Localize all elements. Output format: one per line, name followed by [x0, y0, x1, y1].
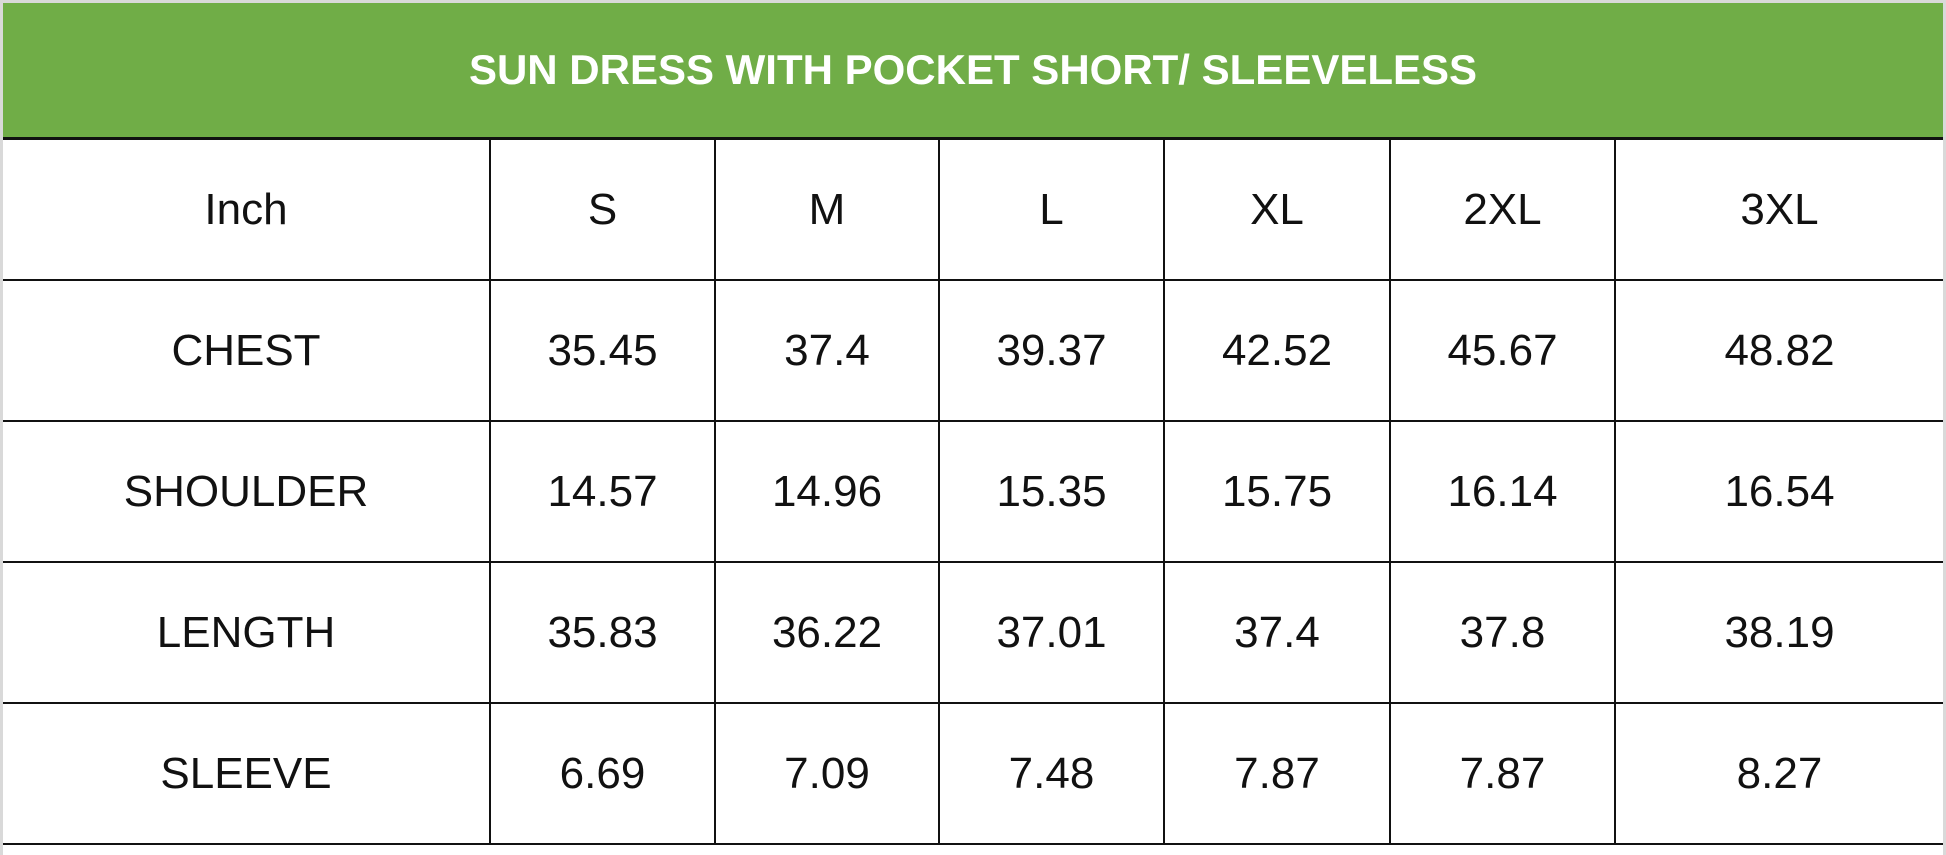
row-label-cell: CHEST: [3, 279, 491, 422]
value-cell: 45.67: [1389, 279, 1616, 422]
value-cell: 36.22: [714, 561, 940, 704]
value-cell: 16.14: [1389, 420, 1616, 563]
value-cell: 38.19: [1614, 561, 1943, 704]
header-row: Inch S M L XL 2XL 3XL: [3, 140, 1943, 281]
value-cell: 37.4: [714, 279, 940, 422]
value-cell: 8.27: [1614, 702, 1943, 845]
value-cell: XL: [1163, 140, 1391, 281]
value-cell: 14.96: [714, 420, 940, 563]
value-cell: 35.83: [489, 561, 716, 704]
value-cell: 39.37: [938, 279, 1165, 422]
table-row: LENGTH 35.83 36.22 37.01 37.4 37.8 38.19: [3, 561, 1943, 704]
value-cell: 14.57: [489, 420, 716, 563]
size-table: Inch S M L XL 2XL 3XL CHEST 35.45 37.4 39.37 42.52 4…: [3, 140, 1943, 845]
value-cell: 2XL: [1389, 140, 1616, 281]
value-cell: 6.69: [489, 702, 716, 845]
value-cell: 42.52: [1163, 279, 1391, 422]
value-cell: 3XL: [1614, 140, 1943, 281]
value-cell: 7.48: [938, 702, 1165, 845]
value-cell: 37.4: [1163, 561, 1391, 704]
value-cell: 15.35: [938, 420, 1165, 563]
size-chart: SUN DRESS WITH POCKET SHORT/ SLEEVELESS …: [3, 3, 1943, 855]
value-cell: S: [489, 140, 716, 281]
value-cell: 37.01: [938, 561, 1165, 704]
value-cell: M: [714, 140, 940, 281]
row-label-cell: LENGTH: [3, 561, 491, 704]
value-cell: 48.82: [1614, 279, 1943, 422]
table-row: SLEEVE 6.69 7.09 7.48 7.87 7.87 8.27: [3, 702, 1943, 845]
value-cell: 35.45: [489, 279, 716, 422]
chart-title: SUN DRESS WITH POCKET SHORT/ SLEEVELESS: [3, 3, 1943, 140]
table-row: SHOULDER 14.57 14.96 15.35 15.75 16.14 16.54: [3, 420, 1943, 563]
row-label-cell: SLEEVE: [3, 702, 491, 845]
value-cell: 37.8: [1389, 561, 1616, 704]
row-label-cell: SHOULDER: [3, 420, 491, 563]
table-row: CHEST 35.45 37.4 39.37 42.52 45.67 48.82: [3, 279, 1943, 422]
value-cell: 16.54: [1614, 420, 1943, 563]
value-cell: 7.87: [1163, 702, 1391, 845]
row-label-cell: Inch: [3, 140, 491, 281]
value-cell: L: [938, 140, 1165, 281]
value-cell: 7.09: [714, 702, 940, 845]
value-cell: 15.75: [1163, 420, 1391, 563]
value-cell: 7.87: [1389, 702, 1616, 845]
